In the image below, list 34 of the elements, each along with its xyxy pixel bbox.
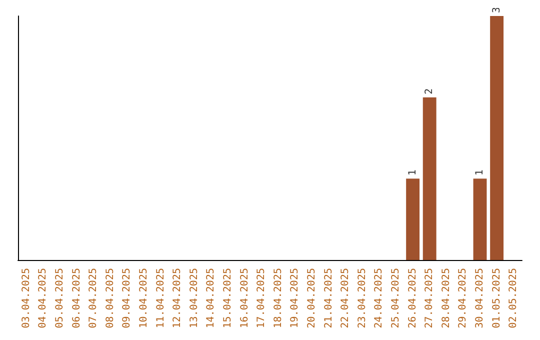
x-tick-label: 30.04.2025 [474,268,486,328]
x-tick-label: 16.04.2025 [239,268,250,328]
x-tick-label: 09.04.2025 [122,268,133,328]
x-tick-label: 14.04.2025 [206,268,217,328]
x-tick-label: 08.04.2025 [104,268,116,328]
x-tick-label: 04.04.2025 [38,268,49,328]
x-tick-label: 15.04.2025 [222,268,234,328]
data-label: 1 [474,170,486,176]
x-tick-label: 12.04.2025 [172,268,184,328]
x-tick-label: 26.04.2025 [407,268,418,328]
x-tick-label: 27.04.2025 [424,268,436,328]
x-tick-label: 24.04.2025 [374,268,385,328]
x-tick-label: 29.04.2025 [458,268,469,328]
x-tick-label: 23.04.2025 [356,268,368,328]
x-tick-label: 17.04.2025 [256,268,268,328]
x-tick-label: 02.05.2025 [508,268,520,328]
x-tick-label: 19.04.2025 [290,268,301,328]
x-tick-label: 25.04.2025 [390,268,402,328]
data-label: 1 [407,170,418,176]
x-tick-label: 03.04.2025 [20,268,32,328]
x-tick-label: 05.04.2025 [54,268,66,328]
x-tick-label: 01.05.2025 [491,268,502,328]
x-tick-label: 06.04.2025 [71,268,82,328]
x-tick-label: 22.04.2025 [340,268,352,328]
x-tick-label: 11.04.2025 [155,268,166,328]
x-tick-label: 07.04.2025 [88,268,100,328]
x-tick-label: 13.04.2025 [188,268,200,328]
x-tick-label: 21.04.2025 [323,268,334,328]
data-label: 2 [424,88,436,94]
x-tick-label: 10.04.2025 [138,268,150,328]
data-label: 3 [491,6,502,13]
x-tick-label: 20.04.2025 [306,268,318,328]
x-tick-label: 18.04.2025 [272,268,284,328]
x-tick-label: 28.04.2025 [440,268,452,328]
